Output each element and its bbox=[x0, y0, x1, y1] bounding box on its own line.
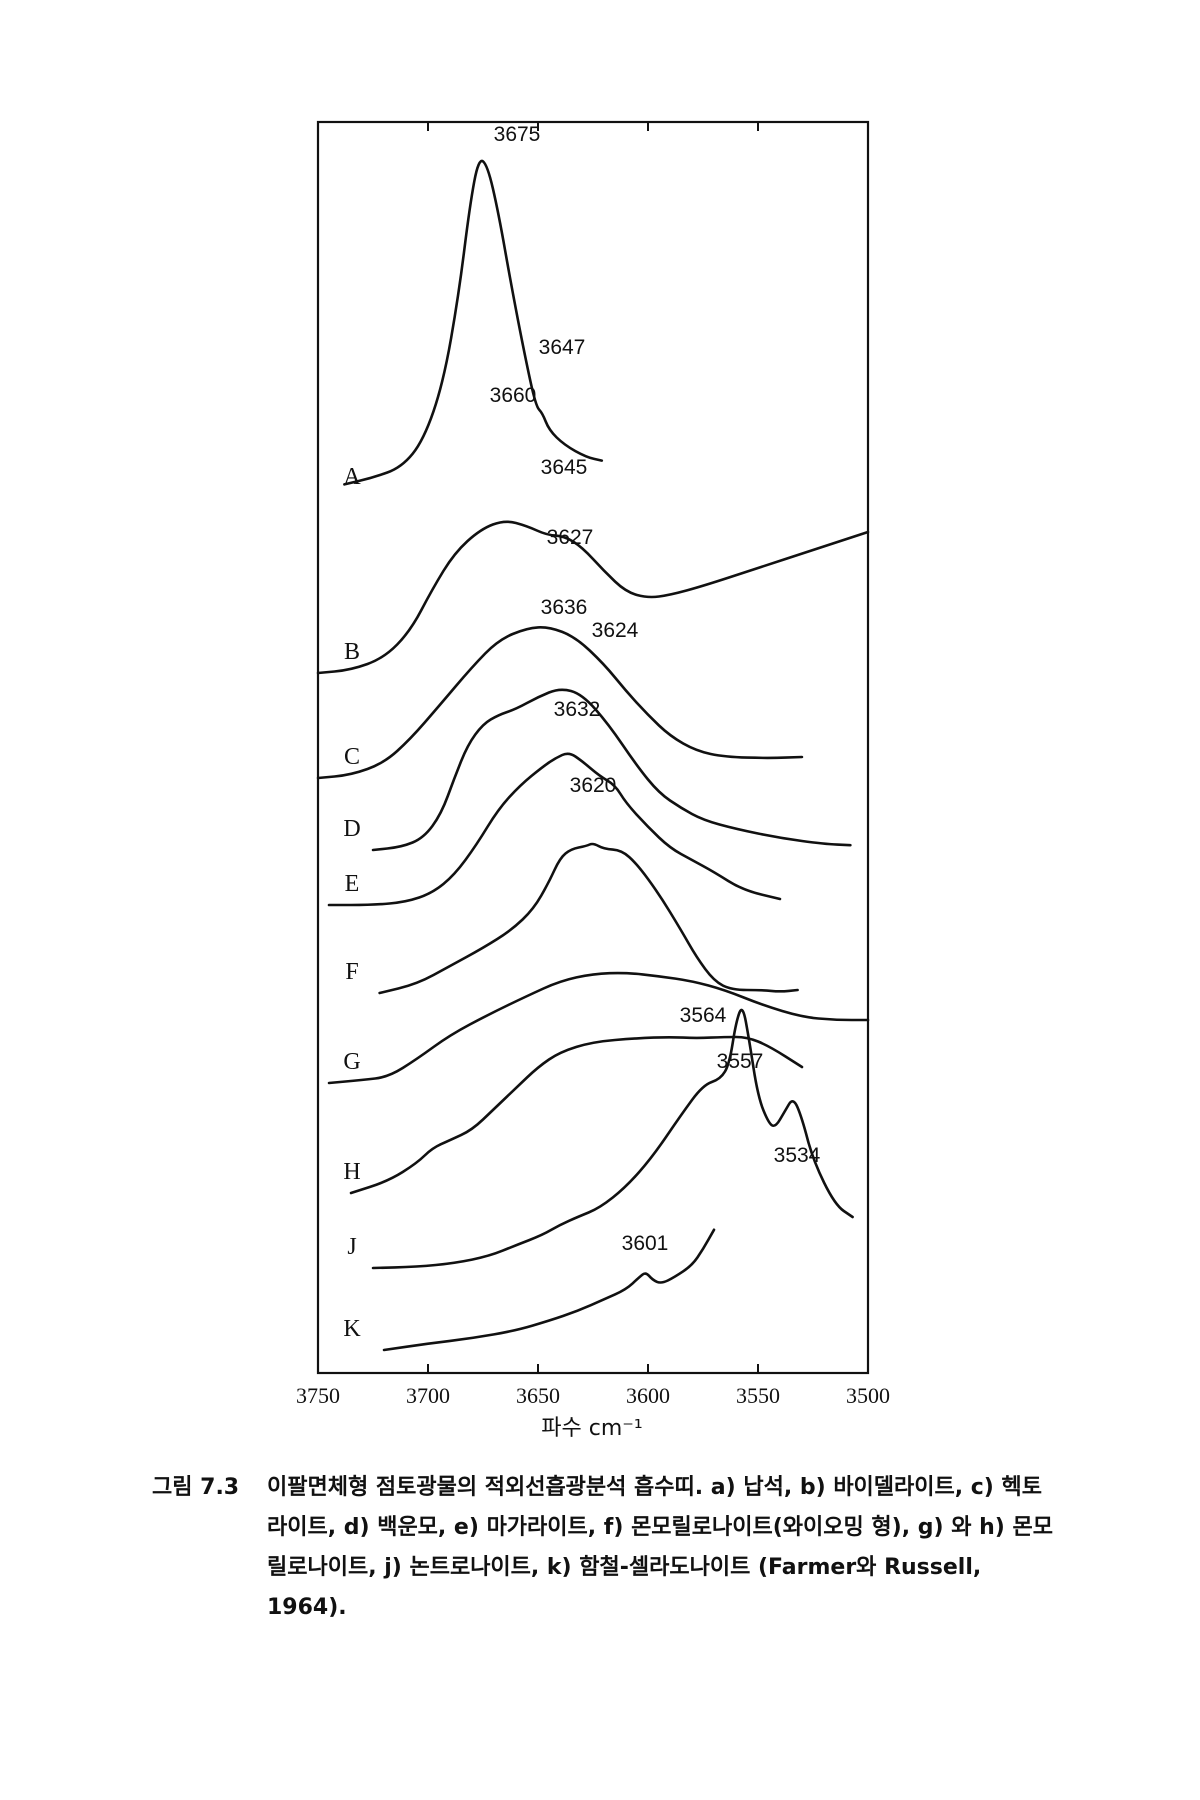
curve-labels: A B C D E F G H J K bbox=[343, 464, 361, 1342]
peak-label-3624: 3624 bbox=[592, 619, 639, 642]
plot-frame-group bbox=[316, 120, 870, 1375]
peak-label-3557: 3557 bbox=[717, 1050, 764, 1073]
curve-label-G: G bbox=[343, 1049, 360, 1075]
peak-label-3647: 3647 bbox=[539, 336, 586, 359]
peak-label-3564: 3564 bbox=[680, 1004, 727, 1027]
x-axis-ticks: 3750 3700 3650 3600 3550 3500 bbox=[296, 122, 890, 1408]
peak-label-3620: 3620 bbox=[570, 774, 617, 797]
curve-label-B: B bbox=[344, 639, 360, 665]
curve-F bbox=[378, 842, 799, 995]
curve-K bbox=[382, 1228, 716, 1352]
x-tick-label-3650: 3650 bbox=[516, 1383, 560, 1408]
peak-label-3660: 3660 bbox=[490, 384, 537, 407]
curve-G bbox=[327, 971, 870, 1085]
caption-text: 이팔면체형 점토광물의 적외선흡광분석 흡수띠. a) 납석, b) 바이델라이… bbox=[267, 1475, 1053, 1620]
curve-E bbox=[327, 752, 782, 907]
peak-label-3601: 3601 bbox=[622, 1232, 669, 1255]
curve-label-K: K bbox=[343, 1316, 361, 1342]
curve-D bbox=[371, 688, 852, 852]
x-tick-label-3700: 3700 bbox=[406, 1383, 450, 1408]
curve-label-C: C bbox=[344, 744, 360, 770]
peak-label-3632: 3632 bbox=[554, 698, 601, 721]
x-tick-label-3750: 3750 bbox=[296, 1383, 340, 1408]
curve-label-D: D bbox=[343, 816, 360, 842]
curve-label-F: F bbox=[345, 959, 358, 985]
figure-number: 그림 7.3 bbox=[152, 1475, 240, 1500]
x-axis-title: 파수 cm⁻¹ bbox=[541, 1416, 642, 1441]
peak-label-3636: 3636 bbox=[541, 596, 588, 619]
curve-A bbox=[343, 159, 604, 486]
plot-frame bbox=[316, 120, 870, 1375]
curve-label-E: E bbox=[345, 871, 360, 897]
curve-label-J: J bbox=[347, 1234, 356, 1260]
peak-label-3534: 3534 bbox=[774, 1144, 821, 1167]
curve-J bbox=[371, 1008, 854, 1270]
x-tick-label-3550: 3550 bbox=[736, 1383, 780, 1408]
peak-label-3675: 3675 bbox=[494, 123, 541, 146]
peak-label-3645: 3645 bbox=[541, 456, 588, 479]
curve-label-A: A bbox=[343, 464, 361, 490]
curve-C bbox=[316, 626, 804, 780]
spectra-curves bbox=[316, 159, 870, 1352]
curve-B bbox=[316, 520, 870, 675]
x-tick-label-3500: 3500 bbox=[846, 1383, 890, 1408]
x-tick-label-3600: 3600 bbox=[626, 1383, 670, 1408]
curve-H bbox=[349, 1035, 804, 1195]
peak-label-3627: 3627 bbox=[547, 526, 594, 549]
curve-label-H: H bbox=[343, 1159, 360, 1185]
